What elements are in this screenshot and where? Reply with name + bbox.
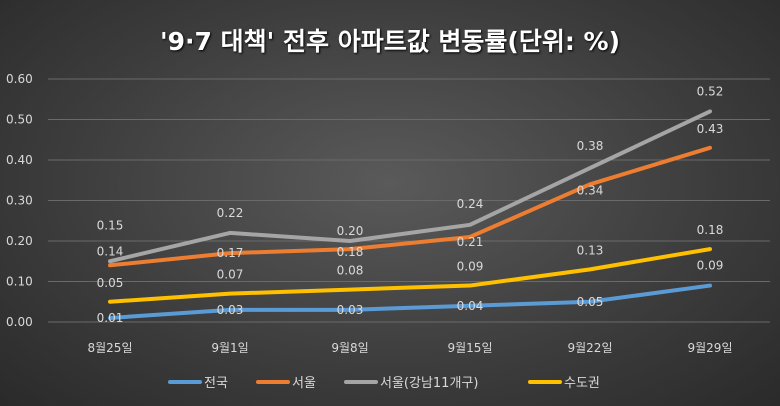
y-tick-label: 0.10	[6, 275, 33, 289]
data-label: 0.34	[577, 183, 604, 197]
data-label: 0.04	[457, 299, 484, 313]
data-label: 0.09	[457, 260, 484, 274]
data-label: 0.52	[697, 84, 724, 98]
x-tick-label: 9월29일	[688, 341, 733, 355]
x-tick-label: 8월25일	[88, 341, 133, 355]
data-label: 0.22	[217, 206, 244, 220]
y-tick-label: 0.60	[6, 72, 33, 86]
data-label: 0.05	[577, 295, 604, 309]
chart-title: '9·7 대책' 전후 아파트값 변동률(단위: %)	[159, 27, 620, 56]
data-label: 0.01	[97, 311, 124, 325]
series-line	[108, 145, 712, 268]
data-label: 0.09	[697, 259, 724, 273]
data-label: 0.07	[217, 268, 244, 282]
data-label: 0.05	[97, 276, 124, 290]
x-tick-label: 9월1일	[211, 341, 248, 355]
legend-entry: 서울	[292, 376, 316, 391]
data-label: 0.24	[457, 197, 484, 211]
data-label: 0.21	[457, 235, 484, 249]
data-label: 0.38	[577, 139, 604, 153]
y-tick-label: 0.40	[6, 153, 33, 167]
series-line	[108, 283, 712, 320]
data-label: 0.15	[97, 218, 124, 232]
legend-entry: 서울(강남11개구)	[380, 376, 478, 391]
series-line	[108, 109, 712, 264]
y-tick-label: 0.20	[6, 234, 33, 248]
y-tick-label: 0.00	[6, 315, 33, 329]
data-label: 0.43	[697, 122, 724, 136]
x-tick-label: 9월22일	[568, 341, 613, 355]
data-label: 0.03	[217, 303, 244, 317]
y-tick-label: 0.50	[6, 113, 33, 127]
data-label: 0.17	[217, 246, 244, 260]
data-label: 0.14	[97, 244, 124, 258]
data-label: 0.18	[337, 245, 364, 259]
series-line	[108, 247, 712, 304]
data-label: 0.20	[337, 224, 364, 238]
x-tick-label: 9월15일	[448, 341, 493, 355]
y-tick-label: 0.30	[6, 194, 33, 208]
data-label: 0.13	[577, 243, 604, 257]
legend-entry: 수도권	[564, 376, 600, 391]
x-tick-label: 9월8일	[331, 341, 368, 355]
data-label: 0.03	[337, 303, 364, 317]
data-label: 0.18	[697, 223, 724, 237]
legend-entry: 전국	[204, 376, 228, 391]
data-label: 0.08	[337, 264, 364, 278]
